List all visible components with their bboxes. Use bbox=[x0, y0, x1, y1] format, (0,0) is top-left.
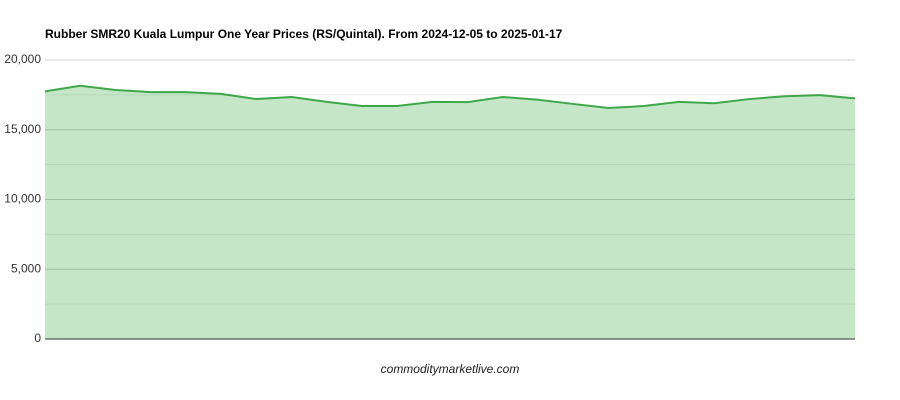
y-tick-label: 0 bbox=[34, 331, 41, 345]
source: commoditymarketlive.com bbox=[381, 362, 520, 376]
chart-title: Rubber SMR20 Kuala Lumpur One Year Price… bbox=[45, 27, 563, 41]
y-tick-label: 10,000 bbox=[4, 192, 41, 206]
area-fill bbox=[45, 85, 855, 340]
line bbox=[44, 84, 856, 109]
y-tick-label: 20,000 bbox=[4, 52, 41, 66]
y-tick-label: 15,000 bbox=[4, 122, 41, 136]
y-tick-label: 5,000 bbox=[11, 261, 41, 275]
